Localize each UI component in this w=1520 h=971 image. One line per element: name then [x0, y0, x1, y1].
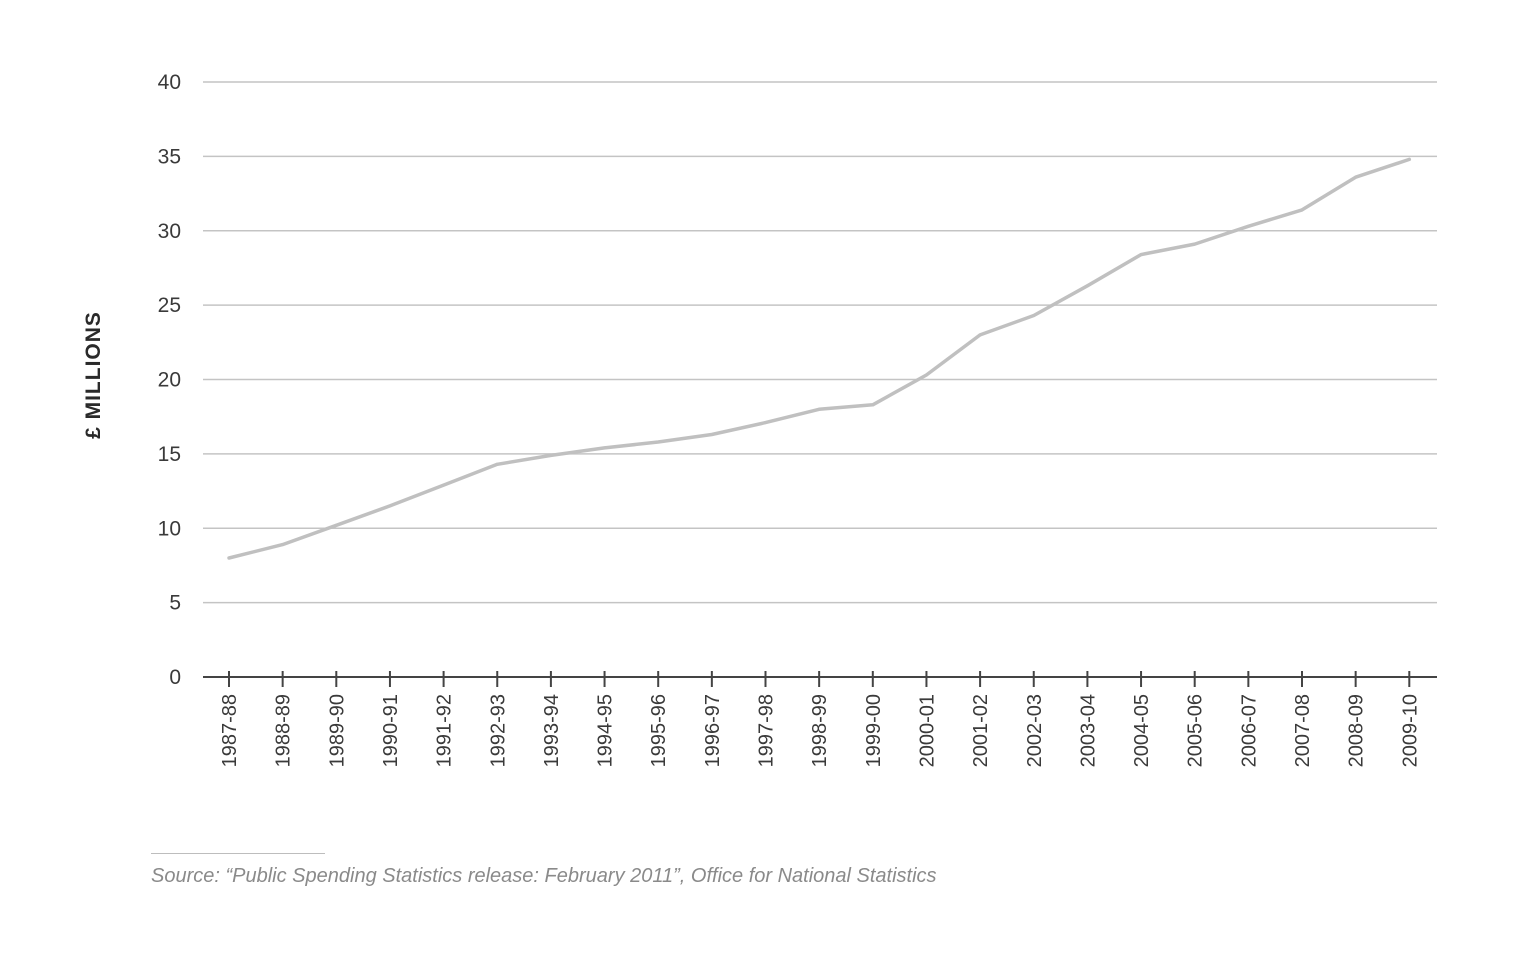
x-tick-label-1989-90: 1989-90: [326, 694, 348, 767]
series-group: [227, 157, 1412, 560]
source-divider: [151, 853, 325, 854]
data-point-1989-90: [334, 523, 338, 527]
y-tick-label-15: 15: [158, 443, 181, 466]
y-tick-label-10: 10: [158, 517, 181, 540]
y-axis-title: £ MILLIONS: [82, 311, 105, 439]
x-tick-label-2004-05: 2004-05: [1131, 694, 1153, 767]
data-point-1993-94: [549, 453, 553, 457]
y-tick-label-0: 0: [169, 666, 181, 689]
y-tick-label-20: 20: [158, 369, 181, 392]
x-tick-label-1994-95: 1994-95: [595, 694, 617, 767]
data-point-1995-96: [656, 440, 660, 444]
x-tick-label-2006-07: 2006-07: [1238, 694, 1260, 767]
gridlines: [203, 81, 1437, 604]
y-tick-label-35: 35: [158, 145, 181, 168]
data-point-1992-93: [495, 462, 499, 466]
x-tick-label-1988-89: 1988-89: [273, 694, 295, 767]
data-point-1997-98: [764, 421, 767, 425]
x-tick-label-2009-10: 2009-10: [1399, 694, 1421, 767]
x-tick-label-2000-01: 2000-01: [916, 694, 938, 767]
source-note: Source: “Public Spending Statistics rele…: [151, 865, 937, 887]
x-tick-label-2002-03: 2002-03: [1024, 694, 1046, 767]
x-axis-ticks: 1987-88 1988-89 1989-90 1990-91 1991-92 1992-…: [219, 671, 1421, 767]
data-point-2001-02: [978, 333, 982, 337]
series-line-0: [227, 157, 1412, 560]
data-point-1987-88: [227, 556, 231, 560]
y-tick-label-5: 5: [169, 592, 181, 615]
x-tick-label-1993-94: 1993-94: [541, 694, 563, 767]
x-tick-label-2005-06: 2005-06: [1185, 694, 1207, 767]
data-point-1990-91: [388, 504, 392, 508]
x-tick-label-1998-99: 1998-99: [809, 694, 831, 767]
data-point-2004-05: [1139, 253, 1143, 257]
data-point-1999-00: [871, 403, 875, 407]
data-point-2007-08: [1300, 208, 1304, 212]
data-point-1988-89: [281, 543, 285, 547]
data-point-2002-03: [1032, 314, 1036, 318]
data-point-2000-01: [924, 373, 928, 377]
x-tick-label-1999-00: 1999-00: [863, 694, 885, 767]
y-tick-label-25: 25: [158, 294, 181, 317]
data-point-1998-99: [817, 407, 821, 411]
x-tick-label-1991-92: 1991-92: [434, 694, 456, 767]
data-point-2009-10: [1407, 157, 1411, 161]
y-axis-ticks: 0 5 10 15 20 25 30 35 40: [158, 71, 181, 689]
data-point-2006-07: [1246, 224, 1250, 228]
data-point-1991-92: [442, 483, 446, 487]
x-tick-label-1992-93: 1992-93: [487, 694, 509, 767]
x-tick-label-2007-08: 2007-08: [1292, 694, 1314, 767]
x-tick-label-2001-02: 2001-02: [970, 694, 992, 767]
data-point-2003-04: [1085, 284, 1089, 288]
x-tick-label-1997-98: 1997-98: [756, 694, 778, 767]
x-tick-label-1996-97: 1996-97: [702, 694, 724, 767]
x-tick-label-2008-09: 2008-09: [1346, 694, 1368, 767]
data-point-2008-09: [1354, 175, 1358, 179]
data-point-2005-06: [1193, 242, 1197, 246]
x-tick-label-1995-96: 1995-96: [648, 694, 670, 767]
data-point-1994-95: [603, 446, 607, 450]
data-point-1996-97: [710, 433, 714, 437]
y-tick-label-40: 40: [158, 71, 181, 94]
x-tick-label-1990-91: 1990-91: [380, 694, 402, 767]
x-tick-label-2003-04: 2003-04: [1077, 694, 1099, 767]
y-tick-label-30: 30: [158, 220, 181, 243]
x-tick-label-1987-88: 1987-88: [219, 694, 241, 767]
